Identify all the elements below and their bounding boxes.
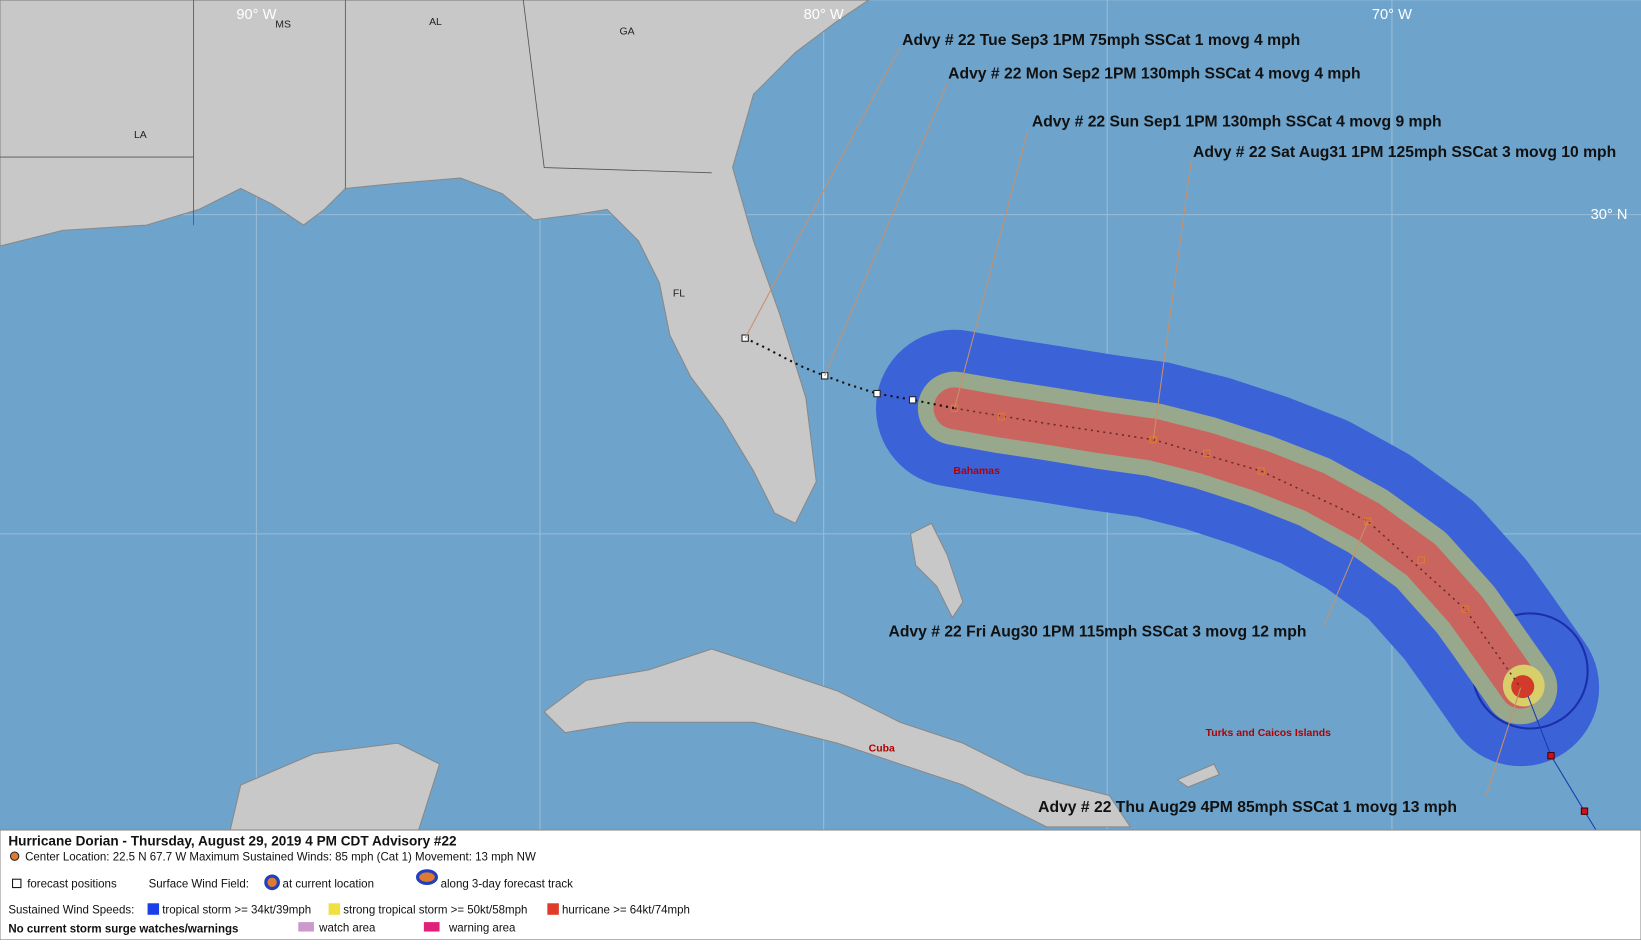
state-label: FL — [673, 288, 685, 299]
state-label: AL — [429, 17, 442, 28]
legend-title: Hurricane Dorian - Thursday, August 29, … — [8, 834, 457, 849]
advisory-label: Advy # 22 Fri Aug30 1PM 115mph SSCat 3 m… — [889, 623, 1307, 640]
grid-label: 70° W — [1372, 7, 1412, 23]
legend-text: at current location — [283, 879, 374, 891]
leader-lines — [744, 46, 1522, 796]
state-label: LA — [134, 130, 147, 141]
forecast-cone — [875, 329, 1600, 767]
state-borders — [0, 0, 712, 226]
legend-text: strong tropical storm >= 50kt/58mph — [343, 905, 527, 917]
advisory-label: Advy # 22 Sat Aug31 1PM 125mph SSCat 3 m… — [1193, 144, 1616, 161]
place-label: Bahamas — [953, 466, 1000, 477]
legend-text: No current storm surge watches/warnings — [8, 924, 238, 936]
state-label: MS — [275, 19, 291, 30]
advisory-label: Advy # 22 Thu Aug29 4PM 85mph SSCat 1 mo… — [1038, 799, 1457, 816]
grid-label: 80° W — [804, 7, 844, 23]
advisories: Advy # 22 Tue Sep3 1PM 75mph SSCat 1 mov… — [889, 32, 1617, 816]
legend-swatch — [328, 903, 341, 915]
place-labels: Bahamas Cuba Turks and Caicos Islands — [869, 466, 1331, 754]
legend-text: hurricane >= 64kt/74mph — [562, 905, 690, 917]
legend-icon — [264, 874, 280, 891]
legend-text: warning area — [448, 923, 516, 935]
grid-labels: 90° W 80° W 70° W 30° N — [236, 7, 1627, 223]
legend-swatch — [423, 922, 440, 932]
land — [0, 0, 1220, 831]
state-labels: MS AL GA LA FL — [134, 17, 685, 299]
legend-swatch — [547, 903, 559, 915]
legend-icon — [416, 869, 438, 885]
grid-label: 30° N — [1591, 207, 1628, 223]
grid-label: 90° W — [236, 7, 276, 23]
advisory-label: Advy # 22 Sun Sep1 1PM 130mph SSCat 4 mo… — [1032, 114, 1442, 131]
legend-icon — [12, 878, 22, 889]
legend-text: Center Location: 22.5 N 67.7 W Maximum S… — [25, 851, 536, 863]
legend-swatch — [147, 903, 160, 915]
place-label: Cuba — [869, 744, 895, 755]
legend-text: forecast positions — [27, 879, 117, 891]
legend-text: tropical storm >= 34kt/39mph — [162, 905, 311, 917]
advisory-label: Advy # 22 Tue Sep3 1PM 75mph SSCat 1 mov… — [902, 32, 1300, 49]
legend-text: along 3-day forecast track — [441, 879, 574, 891]
place-label: Turks and Caicos Islands — [1206, 728, 1331, 739]
legend-text: Surface Wind Field: — [149, 879, 249, 891]
state-label: GA — [620, 27, 635, 38]
advisory-label: Advy # 22 Mon Sep2 1PM 130mph SSCat 4 mo… — [948, 66, 1360, 83]
legend-swatch — [298, 922, 314, 932]
legend-text: watch area — [318, 923, 376, 935]
past-path — [1527, 695, 1597, 831]
legend-icon — [9, 851, 20, 861]
legend-text: Sustained Wind Speeds: — [8, 905, 134, 917]
legend: Hurricane Dorian - Thursday, August 29, … — [0, 829, 1641, 941]
